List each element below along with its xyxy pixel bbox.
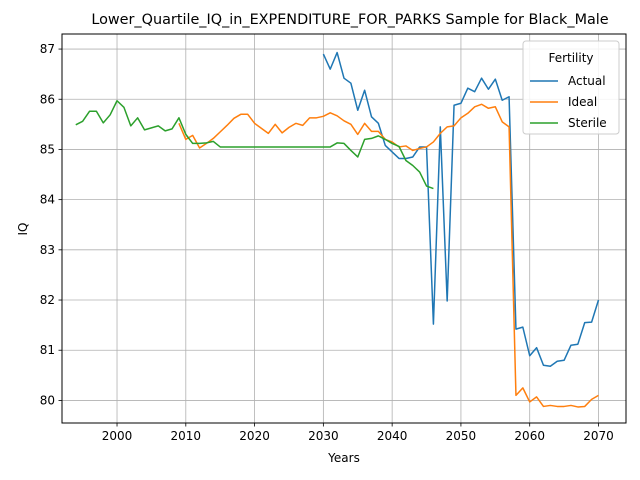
legend-label-sterile: Sterile: [568, 116, 607, 130]
y-tick-label: 86: [40, 92, 55, 106]
x-axis-ticks: 2000 2010 2020 2030 2040 2050 2060 2070: [102, 423, 614, 443]
series-line-sterile: [75, 100, 434, 190]
y-axis-ticks: 80 81 82 83 84 85 86 87: [40, 42, 62, 407]
y-tick-label: 81: [40, 343, 55, 357]
plot-frame: [61, 33, 627, 424]
x-tick-label: 2060: [514, 429, 545, 443]
x-tick-label: 2040: [377, 429, 408, 443]
y-tick-label: 83: [40, 243, 55, 257]
x-tick-label: 2020: [239, 429, 270, 443]
x-tick-label: 2070: [583, 429, 614, 443]
y-axis-label: IQ: [16, 223, 30, 236]
legend-label-ideal: Ideal: [568, 95, 597, 109]
series-lines: [75, 51, 600, 408]
y-tick-label: 80: [40, 393, 55, 407]
legend-title: Fertility: [548, 51, 593, 65]
x-tick-label: 2050: [446, 429, 477, 443]
series-line-actual: [322, 51, 600, 368]
chart-title: Lower_Quartile_IQ_in_EXPENDITURE_FOR_PAR…: [91, 12, 608, 28]
legend: Fertility Actual Ideal Sterile: [522, 40, 620, 135]
axes: [61, 33, 627, 424]
y-tick-label: 82: [40, 293, 55, 307]
x-tick-label: 2030: [308, 429, 339, 443]
x-tick-label: 2000: [102, 429, 133, 443]
x-tick-label: 2010: [171, 429, 202, 443]
x-axis-label: Years: [327, 451, 360, 465]
legend-label-actual: Actual: [568, 74, 606, 88]
y-tick-label: 87: [40, 42, 55, 56]
y-tick-label: 84: [40, 193, 55, 207]
y-tick-label: 85: [40, 142, 55, 156]
legend-box: [522, 40, 620, 135]
